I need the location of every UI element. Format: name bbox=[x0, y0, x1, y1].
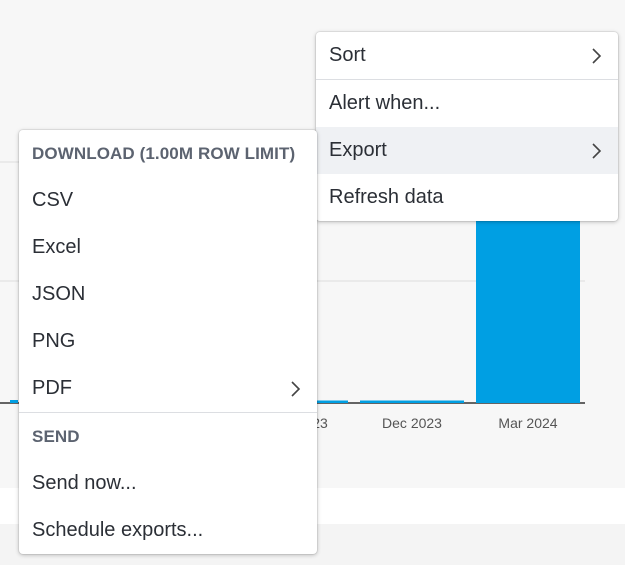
send-section-header: SEND bbox=[32, 427, 80, 446]
menu-item-sort[interactable]: Sort bbox=[316, 32, 618, 79]
menu-divider bbox=[19, 412, 317, 413]
menu-item-schedule-exports[interactable]: Schedule exports... bbox=[19, 507, 317, 554]
x-tick-label: Mar 2024 bbox=[498, 415, 557, 431]
x-tick-label: Dec 2023 bbox=[382, 415, 442, 431]
menu-item-label: JSON bbox=[32, 283, 86, 305]
menu-item-label: Export bbox=[329, 139, 387, 161]
menu-item-png[interactable]: PNG bbox=[19, 318, 317, 365]
menu-item-excel[interactable]: Excel bbox=[19, 224, 317, 271]
context-menu: Sort Alert when... Export Refresh data bbox=[316, 32, 618, 221]
chevron-right-icon bbox=[291, 381, 301, 397]
menu-item-label: Refresh data bbox=[329, 186, 444, 208]
menu-item-label: Alert when... bbox=[329, 92, 441, 114]
menu-item-label: PDF bbox=[32, 377, 72, 399]
chart-bar[interactable] bbox=[360, 400, 464, 404]
menu-item-csv[interactable]: CSV bbox=[19, 177, 317, 224]
menu-item-refresh[interactable]: Refresh data bbox=[316, 174, 618, 221]
chevron-right-icon bbox=[592, 48, 602, 64]
menu-item-pdf[interactable]: PDF bbox=[19, 365, 317, 412]
chevron-right-icon bbox=[592, 143, 602, 159]
menu-item-export[interactable]: Export bbox=[316, 127, 618, 174]
menu-item-alert[interactable]: Alert when... bbox=[316, 80, 618, 127]
menu-item-send-now[interactable]: Send now... bbox=[19, 460, 317, 507]
menu-item-label: Excel bbox=[32, 236, 81, 258]
menu-item-json[interactable]: JSON bbox=[19, 271, 317, 318]
menu-item-label: CSV bbox=[32, 189, 74, 211]
menu-item-label: PNG bbox=[32, 330, 76, 352]
chart-bar[interactable] bbox=[10, 400, 18, 403]
menu-item-label: Schedule exports... bbox=[32, 519, 204, 541]
menu-divider bbox=[316, 79, 618, 80]
export-submenu: DOWNLOAD (1.00M ROW LIMIT) CSV Excel JSO… bbox=[19, 130, 317, 554]
menu-item-label: Send now... bbox=[32, 472, 137, 494]
download-section-header: DOWNLOAD (1.00M ROW LIMIT) bbox=[32, 144, 296, 163]
menu-item-label: Sort bbox=[329, 44, 366, 66]
